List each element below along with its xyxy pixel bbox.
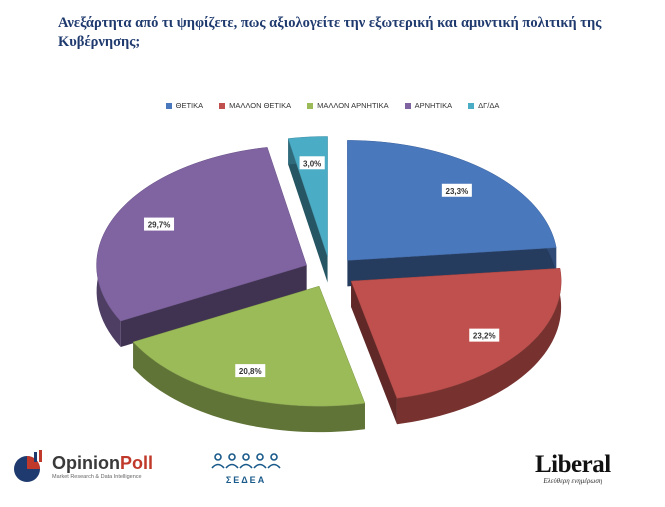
data-label: 20,8% (235, 364, 266, 378)
opinionpoll-name-opinion: Opinion (52, 453, 120, 473)
legend-item: ΔΓ/ΔΑ (468, 101, 499, 110)
data-label-text: 20,8% (239, 367, 262, 376)
pie-slice-side (351, 281, 397, 425)
opinionpoll-tagline: Market Research & Data Intelligence (52, 474, 142, 480)
data-label-bg (144, 217, 175, 231)
data-label-bg (469, 328, 500, 342)
data-label-bg (299, 156, 325, 170)
opinionpoll-logo: OpinionPoll Market Research & Data Intel… (12, 450, 153, 484)
legend-swatch (404, 102, 411, 109)
legend-swatch (165, 102, 172, 109)
legend-swatch (307, 102, 314, 109)
data-label-bg (235, 364, 266, 378)
data-label-bg (441, 183, 472, 197)
opinionpoll-logo-icon (14, 450, 42, 482)
pie-slice-side (120, 265, 307, 348)
pie-slice-wall (396, 268, 562, 425)
liberal-name: Liberal (535, 451, 611, 478)
legend-swatch (468, 102, 475, 109)
chart-legend: ΘΕΤΙΚΑ ΜΑΛΛΟΝ ΘΕΤΙΚΑ ΜΑΛΛΟΝ ΑΡΝΗΤΙΚΑ ΑΡΝΗΤΙ… (0, 101, 665, 110)
pie-chart: 23,3% 23,2% 20,8% 29,7% 3,0% (96, 136, 562, 433)
legend-item: ΘΕΤΙΚΑ (165, 101, 204, 110)
data-label: 3,0% (299, 156, 325, 170)
legend-label: ΘΕΤΙΚΑ (175, 101, 204, 110)
data-label-text: 23,2% (473, 332, 496, 341)
sedea-name: ΣΕΔΕΑ (225, 475, 267, 485)
pie-slice-αρνητικα (96, 147, 307, 322)
sedea-logo-icon (211, 453, 281, 469)
liberal-tagline: Ελεύθερη ενημέρωση (543, 477, 603, 485)
data-label: 29,7% (144, 217, 175, 231)
legend-label: ΔΓ/ΔΑ (478, 101, 500, 110)
legend-swatch (219, 102, 226, 109)
pie-slice-θετικα (347, 140, 557, 261)
data-label: 23,3% (441, 183, 472, 197)
sedea-logo: ΣΕΔΕΑ (210, 452, 282, 485)
opinionpoll-name-poll: Poll (119, 453, 153, 473)
pie-slice-μαλλον-θετικα (350, 268, 562, 399)
legend-item: ΜΑΛΛΟΝ ΑΡΝΗΤΙΚΑ (307, 101, 389, 110)
legend-label: ΜΑΛΛΟΝ ΑΡΝΗΤΙΚΑ (317, 101, 389, 110)
pie-slice-wall (133, 341, 365, 433)
legend-item: ΑΡΝΗΤΙΚΑ (404, 101, 453, 110)
data-label: 23,2% (469, 328, 500, 342)
data-label-text: 29,7% (148, 221, 171, 230)
data-label-text: 23,3% (446, 187, 469, 196)
pie-slice-μαλλον-αρνητικα (132, 285, 366, 407)
legend-item: ΜΑΛΛΟΝ ΘΕΤΙΚΑ (219, 101, 291, 110)
legend-label: ΑΡΝΗΤΙΚΑ (414, 101, 453, 110)
liberal-logo: Liberal Ελεύθερη ενημέρωση (535, 451, 611, 485)
data-label-text: 3,0% (303, 159, 321, 168)
chart-title: Ανεξάρτητα από τι ψηφίζετε, πως αξιολογε… (58, 15, 602, 50)
legend-label: ΜΑΛΛΟΝ ΘΕΤΙΚΑ (229, 101, 292, 110)
pie-slice-side (288, 138, 328, 283)
